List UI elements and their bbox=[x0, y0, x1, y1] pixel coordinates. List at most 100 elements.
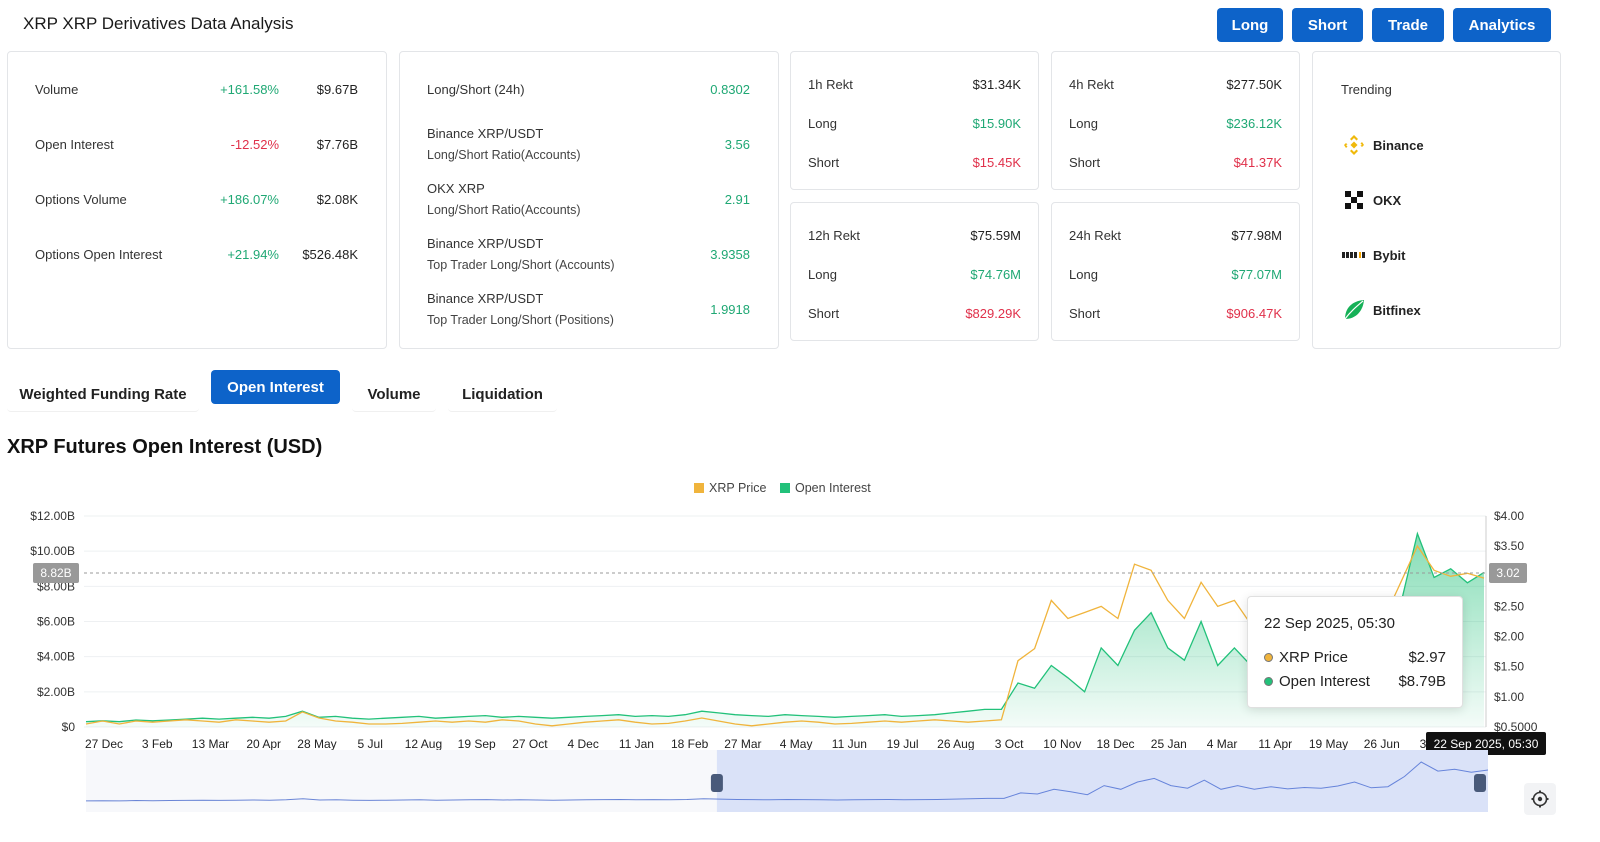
navigator-selection[interactable] bbox=[716, 750, 1488, 812]
navigator-handle-left[interactable] bbox=[710, 774, 723, 792]
x-tick-label: 18 Dec bbox=[1097, 737, 1135, 751]
bybit-logo-icon bbox=[1341, 242, 1367, 268]
y-right-tick-label: $2.50 bbox=[1494, 599, 1524, 613]
ratio-sublabel: Long/Short Ratio(Accounts) bbox=[427, 148, 581, 162]
rekt-long-value: $236.12K bbox=[1226, 116, 1282, 131]
trending-item-label: Binance bbox=[1373, 137, 1424, 153]
trending-item-binance[interactable]: Binance bbox=[1341, 132, 1424, 158]
tab-open-interest[interactable]: Open Interest bbox=[211, 370, 340, 404]
ratio-label: Binance XRP/USDT bbox=[427, 291, 544, 306]
navigator-handle-right[interactable] bbox=[1474, 774, 1486, 792]
stat-value: $526.48K bbox=[302, 247, 358, 262]
trending-card: Trending Binance OKX Bybit Bitfinex bbox=[1312, 51, 1561, 349]
rekt-short-label: Short bbox=[808, 306, 840, 321]
rekt-short-label: Short bbox=[1069, 155, 1101, 170]
ratio-value: 3.9358 bbox=[710, 247, 750, 262]
crosshair-left-badge bbox=[33, 563, 79, 583]
tab-liquidation[interactable]: Liquidation bbox=[448, 378, 557, 412]
x-tick-label: 10 Nov bbox=[1043, 737, 1081, 751]
x-tick-label: 3 Feb bbox=[142, 737, 173, 751]
trending-item-label: Bybit bbox=[1373, 247, 1406, 263]
trending-title: Trending bbox=[1341, 82, 1392, 97]
y-left-tick-label: $12.00B bbox=[30, 509, 75, 523]
rekt-label: 24h Rekt bbox=[1069, 228, 1122, 243]
tab-volume[interactable]: Volume bbox=[352, 378, 436, 412]
rekt-short-value: $15.45K bbox=[972, 155, 1021, 170]
long-button[interactable]: Long bbox=[1217, 8, 1283, 42]
x-tick-label: 26 Aug bbox=[937, 737, 974, 751]
rekt-short-label: Short bbox=[808, 155, 840, 170]
legend-label-oi: Open Interest bbox=[795, 481, 871, 495]
ratio-sublabel: Top Trader Long/Short (Positions) bbox=[427, 313, 614, 327]
binance-logo-icon bbox=[1341, 132, 1367, 158]
x-tick-label: 28 May bbox=[297, 737, 336, 751]
x-tick-label: 12 Aug bbox=[405, 737, 442, 751]
x-axis: 27 Dec 3 Feb 13 Mar 20 Apr 28 May 5 Jul 12 Aug… bbox=[85, 737, 1450, 751]
rekt-total: $75.59M bbox=[970, 228, 1021, 243]
ratio-value: 2.91 bbox=[724, 192, 750, 207]
navigator-track[interactable] bbox=[86, 750, 1488, 812]
rekt-short-value: $41.37K bbox=[1233, 155, 1282, 170]
trade-button[interactable]: Trade bbox=[1372, 8, 1444, 42]
oi-dot-icon bbox=[1264, 677, 1273, 686]
rekt-short-value: $906.47K bbox=[1226, 306, 1282, 321]
stat-value: $2.08K bbox=[316, 192, 358, 207]
rekt-long-label: Long bbox=[1069, 267, 1098, 282]
x-tick-label: 26 Jun bbox=[1364, 737, 1400, 751]
rekt-short-value: $829.29K bbox=[965, 306, 1021, 321]
x-tick-label: 18 Feb bbox=[671, 737, 709, 751]
stat-label: Options Open Interest bbox=[35, 247, 163, 262]
rekt-card-24h: 24h Rekt $77.98M Long $77.07M Short $906.47… bbox=[1051, 202, 1300, 341]
tooltip-value: $8.79B bbox=[1398, 673, 1446, 690]
chart-tooltip: 22 Sep 2025, 05:30 XRP Price $2.97 Open … bbox=[1247, 596, 1463, 708]
ratio-value: 0.8302 bbox=[710, 82, 750, 97]
x-tick-label: 5 Jul bbox=[358, 737, 383, 751]
x-tick-label: 19 Jul bbox=[887, 737, 919, 751]
legend-swatch-price bbox=[694, 483, 704, 493]
x-tick-label: 3 Oct bbox=[995, 737, 1024, 751]
rekt-total: $277.50K bbox=[1226, 77, 1282, 92]
ratio-label: Binance XRP/USDT bbox=[427, 236, 544, 251]
trending-item-label: Bitfinex bbox=[1373, 302, 1421, 318]
x-tick-label: 25 Jan bbox=[1151, 737, 1187, 751]
short-button[interactable]: Short bbox=[1292, 8, 1363, 42]
stat-value: $9.67B bbox=[316, 82, 358, 97]
y-axis-left: $12.00B$10.00B$8.00B$6.00B$4.00B$2.00B$0 bbox=[30, 509, 75, 734]
page-title: XRP XRP Derivatives Data Analysis bbox=[23, 14, 294, 33]
rekt-long-label: Long bbox=[1069, 116, 1098, 131]
tooltip-row-price: XRP Price $2.97 bbox=[1264, 649, 1446, 666]
x-tick-label: 4 May bbox=[780, 737, 813, 751]
y-left-tick-label: $4.00B bbox=[37, 650, 75, 664]
tooltip-date: 22 Sep 2025, 05:30 bbox=[1264, 615, 1395, 632]
stat-label: Options Volume bbox=[35, 192, 127, 207]
tab-weighted-funding-rate[interactable]: Weighted Funding Rate bbox=[7, 378, 199, 412]
okx-logo-icon bbox=[1341, 187, 1367, 213]
x-tick-label: 19 Sep bbox=[458, 737, 496, 751]
rekt-label: 4h Rekt bbox=[1069, 77, 1114, 92]
trending-item-okx[interactable]: OKX bbox=[1341, 187, 1401, 213]
analytics-button[interactable]: Analytics bbox=[1453, 8, 1551, 42]
rekt-card-12h: 12h Rekt $75.59M Long $74.76M Short $829.29… bbox=[790, 202, 1039, 341]
oi-area bbox=[86, 533, 1484, 727]
x-tick-label: 11 Jun bbox=[832, 737, 867, 751]
ratio-label: Binance XRP/USDT bbox=[427, 126, 544, 141]
chart-legend: XRP Price Open Interest bbox=[694, 481, 871, 495]
x-tick-label: 4 Dec bbox=[567, 737, 598, 751]
x-tick-label: 19 May bbox=[1309, 737, 1348, 751]
x-tick-label: 11 Apr bbox=[1258, 737, 1292, 751]
x-tick-label: 11 Jan bbox=[619, 737, 654, 751]
chart-settings-button[interactable] bbox=[1524, 783, 1556, 815]
trending-item-bybit[interactable]: Bybit bbox=[1341, 242, 1406, 268]
crosshair-right-value: 3.02 bbox=[1496, 566, 1520, 580]
crosshair-right-badge bbox=[1489, 563, 1527, 583]
rekt-total: $31.34K bbox=[972, 77, 1021, 92]
x-tick-label: 13 Mar bbox=[192, 737, 229, 751]
open-interest-chart[interactable]: XRP Price Open Interest $12.00B $10.00B $8… bbox=[0, 462, 1600, 842]
crosshair-date-value: 22 Sep 2025, 05:30 bbox=[1434, 737, 1539, 751]
trending-item-bitfinex[interactable]: Bitfinex bbox=[1341, 297, 1421, 323]
y-left-tick-label: $6.00B bbox=[37, 615, 75, 629]
rekt-short-label: Short bbox=[1069, 306, 1101, 321]
rekt-long-value: $15.90K bbox=[972, 116, 1021, 131]
trending-item-label: OKX bbox=[1373, 192, 1402, 208]
x-tick-label: 4 Mar bbox=[1207, 737, 1238, 751]
